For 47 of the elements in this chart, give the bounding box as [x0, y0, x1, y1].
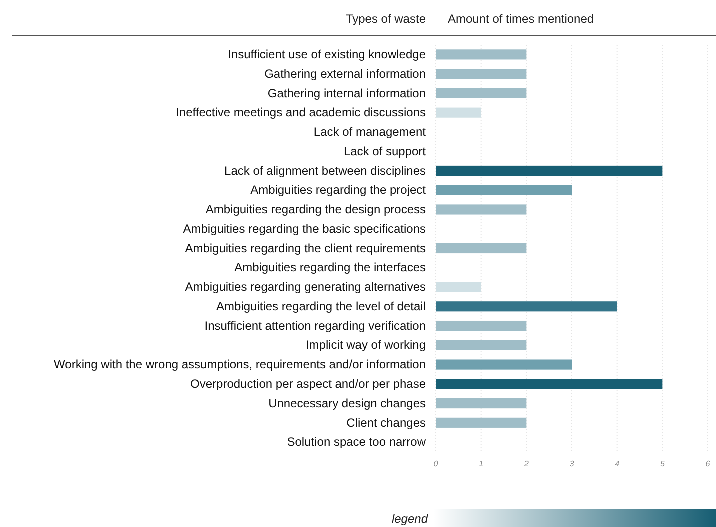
bar	[436, 166, 663, 176]
y-tick-label: Overproduction per aspect and/or per phase	[190, 377, 426, 392]
y-tick-label: Ambiguities regarding the basic specifications	[183, 222, 426, 236]
y-tick-label: Lack of management	[314, 125, 427, 140]
x-tick-label: 6	[706, 460, 711, 469]
bar	[436, 243, 527, 254]
y-tick-label: Client changes	[346, 416, 426, 430]
x-tick-label: 2	[523, 460, 530, 469]
bar	[436, 185, 572, 196]
bar	[436, 69, 527, 80]
bar	[436, 418, 527, 428]
y-tick-label: Ambiguities regarding the design process	[206, 202, 426, 217]
legend-title: legend	[392, 512, 428, 526]
y-tick-label: Unnecessary design changes	[268, 396, 426, 410]
bar	[436, 360, 572, 370]
bar	[436, 379, 663, 390]
y-tick-label: Ambiguities regarding generating alternatives	[185, 280, 426, 294]
bar	[436, 398, 527, 409]
y-tick-label: Ambiguities regarding the level of detail	[216, 299, 426, 314]
bar	[436, 88, 527, 98]
y-axis-title: Types of waste	[346, 12, 426, 26]
x-tick-label: 4	[615, 460, 620, 469]
bar	[436, 50, 527, 60]
y-tick-label: Ambiguities regarding the project	[250, 183, 427, 198]
y-tick-label: Solution space too narrow	[287, 435, 426, 450]
bar	[436, 282, 482, 292]
bar	[436, 340, 527, 350]
y-tick-label: Ambiguities regarding the client requirements	[185, 241, 426, 256]
bar	[436, 204, 527, 215]
x-tick-label: 3	[570, 460, 575, 469]
x-tick-label: 0	[434, 460, 439, 469]
y-tick-label: Insufficient attention regarding verification	[204, 318, 426, 333]
y-tick-label: Implicit way of working	[306, 338, 426, 352]
x-axis-title: Amount of times mentioned	[448, 12, 594, 26]
x-tick-label: 1	[479, 460, 484, 469]
bar	[436, 108, 482, 118]
bar	[436, 320, 527, 332]
y-tick-label: Ineffective meetings and academic discussions	[176, 106, 426, 120]
x-tick-label: 5	[660, 460, 666, 469]
bar	[436, 302, 618, 312]
y-tick-label: Gathering internal information	[268, 86, 426, 100]
y-tick-label: Ambiguities regarding the interfaces	[234, 260, 426, 275]
y-tick-label: Working with the wrong assumptions, requirements and/or information	[54, 358, 426, 372]
y-tick-label: Lack of alignment between disciplines	[224, 164, 426, 178]
y-tick-label: Lack of support	[344, 144, 427, 158]
y-tick-label: Insufficient use of existing knowledge	[228, 48, 426, 62]
y-tick-label: Gathering external information	[264, 66, 426, 81]
